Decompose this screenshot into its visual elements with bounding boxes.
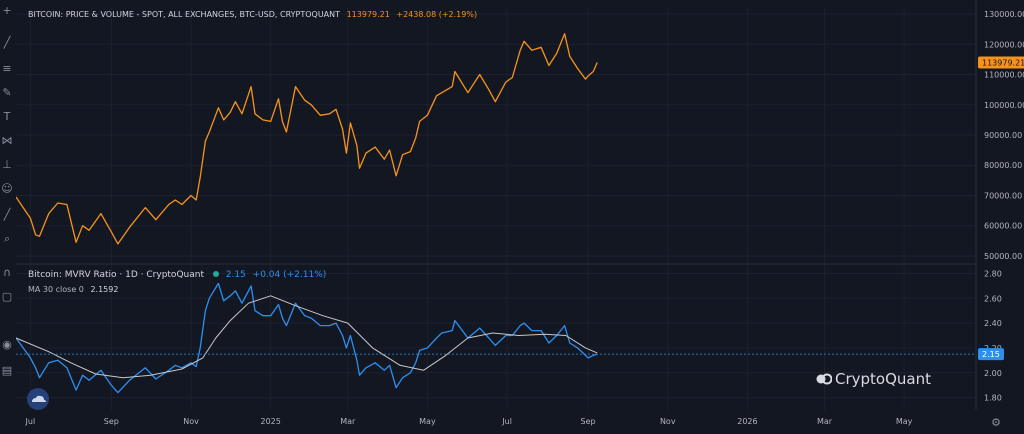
gear-icon[interactable]: ⚙ [991,416,1001,429]
price-title: BITCOIN: PRICE & VOLUME - SPOT, ALL EXCH… [28,10,341,19]
ma-value: 2.1592 [90,285,119,294]
x-tick-label: 2026 [737,417,757,426]
last-value-label: 113979.21 [982,58,1024,67]
crosshair-icon[interactable]: + [2,4,12,17]
y-tick-label: 60000.00 [984,222,1022,231]
zoom-icon[interactable]: ⌕ [3,232,11,245]
fib-icon[interactable]: ≡ [2,62,12,75]
trash-icon[interactable]: ▤ [1,364,13,377]
mvrv-title: Bitcoin: MVRV Ratio · 1D · CryptoQuant [28,270,204,280]
x-tick-label: May [419,417,436,426]
x-tick-label: Jul [501,417,512,426]
last-value-label: 2.15 [982,350,1000,359]
ma-line [15,295,598,379]
y-tick-label: 110000.00 [984,71,1024,80]
mvrv-legend-change: +0.04 (+2.11%) [252,270,327,280]
y-tick-label: 130000.00 [984,10,1024,19]
brush-icon[interactable]: ✎ [2,86,12,99]
eye-icon[interactable]: ◉ [2,338,12,351]
price-legend-change: +2438.08 (+2.19%) [396,10,478,19]
x-tick-label: Sep [581,417,596,426]
last-value-badge [978,348,1004,361]
x-tick-label: May [896,417,913,426]
pattern-icon[interactable]: ⋈ [1,134,13,147]
y-tick-label: 2.60 [984,294,1002,303]
mvrv-line [15,282,598,394]
x-tick-label: Nov [660,417,676,426]
x-tick-label: Mar [340,417,356,426]
y-tick-label: 100000.00 [984,101,1024,110]
ma-label: MA 30 close 0 [28,285,84,294]
y-tick-label: 2.80 [984,269,1002,278]
y-tick-label: 70000.00 [984,191,1022,200]
measure-icon[interactable]: ⊥ [2,158,12,171]
cryptoquant-logo-icon [816,373,832,385]
price-legend: BITCOIN: PRICE & VOLUME - SPOT, ALL EXCH… [28,10,481,19]
status-dot-icon [212,271,219,277]
x-tick-label: Mar [817,417,833,426]
y-tick-label: 50000.00 [984,252,1022,261]
watermark-logo: CryptoQuant [816,370,931,388]
y-tick-label: 2.00 [984,369,1002,378]
y-tick-label: 1.80 [984,394,1002,403]
magnet-icon[interactable]: ∩ [2,266,12,279]
y-tick-label: 90000.00 [984,131,1022,140]
trend-line-icon[interactable]: ╱ [3,36,11,49]
series-layer [15,33,976,394]
grid-layer [16,8,976,410]
x-tick-label: 2025 [261,417,281,426]
y-tick-label: 120000.00 [984,40,1024,49]
y-tick-label: 80000.00 [984,161,1022,170]
price-legend-value: 113979.21 [346,10,390,19]
mvrv-legend: Bitcoin: MVRV Ratio · 1D · CryptoQuant 2… [28,270,330,280]
watermark-text: CryptoQuant [835,370,931,388]
drawing-toolbar: + ╱ ≡ ✎ T ⋈ ⊥ ☺ ╱ ⌕ ∩ ▢ ◉ ▤ [0,0,16,434]
ruler-icon[interactable]: ╱ [3,208,11,221]
last-value-badge [978,56,1024,69]
cloud-icon[interactable] [27,388,49,410]
axis-layer[interactable]: 130000.00 120000.00 110000.00 100000.00 9000… [25,10,1024,429]
emoji-icon[interactable]: ☺ [1,182,13,195]
price-line [15,33,598,245]
ma-legend: MA 30 close 0 2.1592 [28,285,122,294]
mvrv-legend-value: 2.15 [225,270,246,280]
lock-icon[interactable]: ▢ [1,290,13,303]
y-tick-label: 2.40 [984,319,1002,328]
x-tick-label: Sep [104,417,119,426]
x-tick-label: Nov [183,417,199,426]
x-tick-label: Jul [25,417,36,426]
text-icon[interactable]: T [3,110,11,123]
